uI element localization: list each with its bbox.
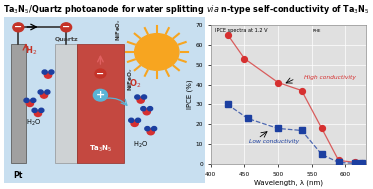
Circle shape <box>32 108 37 112</box>
X-axis label: Wavelength, λ (nm): Wavelength, λ (nm) <box>254 179 323 186</box>
FancyBboxPatch shape <box>4 17 205 183</box>
Y-axis label: IPCE (%): IPCE (%) <box>186 80 193 109</box>
Text: NiFeO$_x$: NiFeO$_x$ <box>114 18 123 41</box>
Circle shape <box>95 69 106 78</box>
Circle shape <box>147 129 154 135</box>
Circle shape <box>137 97 144 103</box>
Circle shape <box>42 70 47 74</box>
Circle shape <box>131 120 138 126</box>
Circle shape <box>45 90 50 94</box>
Circle shape <box>135 118 141 122</box>
Text: H$_2$O: H$_2$O <box>26 118 41 128</box>
Circle shape <box>24 98 29 102</box>
Text: RHE: RHE <box>312 29 321 33</box>
Text: −: − <box>14 22 22 32</box>
FancyBboxPatch shape <box>77 44 123 163</box>
Circle shape <box>44 72 52 78</box>
Circle shape <box>135 95 140 99</box>
Text: H$_2$: H$_2$ <box>25 45 37 57</box>
Circle shape <box>141 95 147 99</box>
Text: Pt: Pt <box>14 171 23 180</box>
Circle shape <box>39 108 44 112</box>
Circle shape <box>135 34 179 70</box>
Text: Low conductivity: Low conductivity <box>249 139 299 144</box>
Circle shape <box>151 126 157 131</box>
Text: Ta$_3$N$_5$: Ta$_3$N$_5$ <box>89 144 112 154</box>
Text: Quartz: Quartz <box>54 36 78 41</box>
Text: O$_2$: O$_2$ <box>129 78 142 90</box>
FancyBboxPatch shape <box>11 44 26 163</box>
Circle shape <box>49 70 54 74</box>
Text: −: − <box>62 22 70 32</box>
Text: High conductivity: High conductivity <box>304 74 355 80</box>
Circle shape <box>13 23 24 32</box>
Text: Ta$_3$N$_5$/Quartz photoanode for water splitting $\it{via}$ n-type self-conduct: Ta$_3$N$_5$/Quartz photoanode for water … <box>3 3 370 16</box>
Text: H$_2$O: H$_2$O <box>133 140 148 150</box>
Circle shape <box>148 107 153 111</box>
Circle shape <box>145 127 150 131</box>
Circle shape <box>61 23 72 32</box>
FancyBboxPatch shape <box>55 44 77 163</box>
Circle shape <box>141 107 146 111</box>
Circle shape <box>26 101 34 106</box>
Circle shape <box>143 109 150 115</box>
Text: −: − <box>96 69 104 79</box>
Circle shape <box>31 98 36 102</box>
Circle shape <box>129 118 134 122</box>
Text: NiFeO$_x$: NiFeO$_x$ <box>126 66 135 91</box>
Text: IPCE spectra at 1.2 V: IPCE spectra at 1.2 V <box>216 28 268 33</box>
Circle shape <box>34 111 42 116</box>
Circle shape <box>93 89 107 101</box>
Text: +: + <box>96 90 105 100</box>
Circle shape <box>38 90 43 94</box>
Circle shape <box>40 92 48 98</box>
